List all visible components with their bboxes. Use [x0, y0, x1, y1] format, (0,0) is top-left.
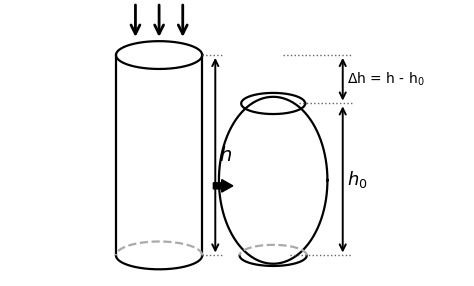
Text: $\Delta$h = h - h$_0$: $\Delta$h = h - h$_0$	[347, 71, 425, 88]
Text: h: h	[219, 146, 232, 165]
FancyArrow shape	[213, 180, 233, 192]
Text: h$_0$: h$_0$	[347, 169, 368, 190]
